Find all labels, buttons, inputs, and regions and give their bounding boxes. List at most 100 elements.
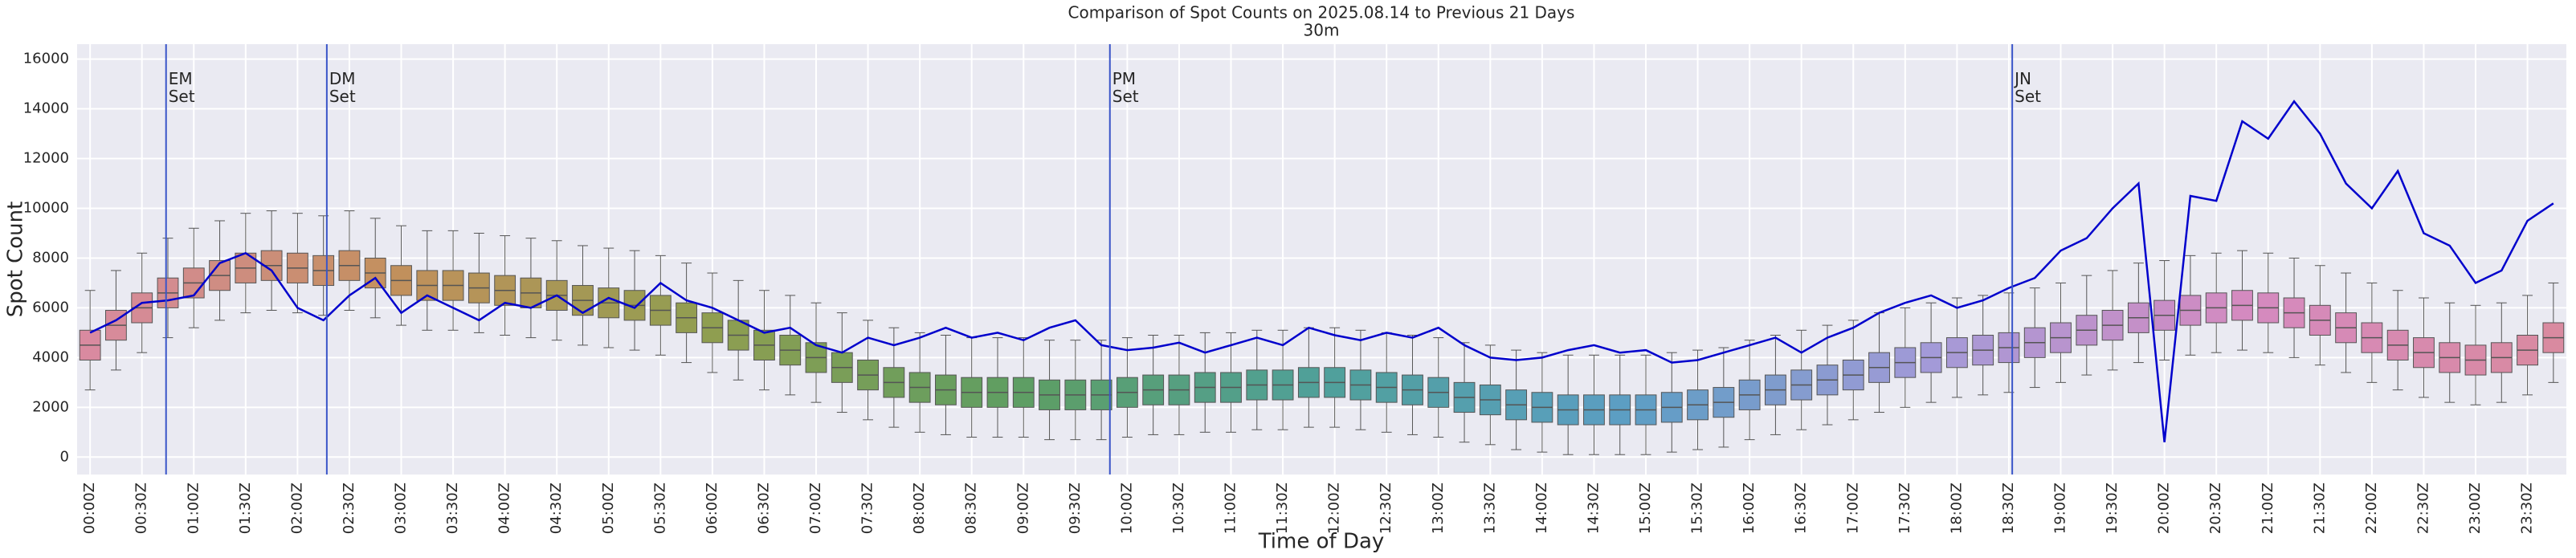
x-tick-label: 13:00Z: [1430, 483, 1447, 534]
box-group: [2309, 265, 2331, 366]
box-group: [2464, 304, 2487, 405]
box-group: [1064, 340, 1087, 441]
y-tick-label: 8000: [32, 249, 69, 266]
x-tick-label: 06:30Z: [755, 483, 772, 534]
box-group: [2127, 263, 2149, 364]
box-group: [2205, 252, 2227, 353]
x-tick-label: 21:30Z: [2311, 483, 2328, 534]
x-tick-label: 11:00Z: [1223, 483, 1239, 534]
box-group: [467, 232, 490, 333]
x-tick-label: 04:00Z: [496, 483, 513, 534]
box-group: [209, 220, 231, 321]
x-tick-label: 01:30Z: [237, 483, 254, 534]
x-tick-label: 18:30Z: [2000, 483, 2017, 534]
plot-background: [77, 44, 2566, 475]
x-tick-label: 01:00Z: [185, 483, 202, 534]
box-group: [1842, 320, 1864, 421]
box-group: [1713, 347, 1735, 448]
box-group: [1427, 337, 1450, 438]
y-tick-label: 2000: [32, 398, 69, 415]
box-group: [2231, 250, 2253, 351]
x-tick-label: 08:00Z: [911, 483, 928, 534]
x-tick-label: 17:00Z: [1844, 483, 1861, 534]
x-tick-label: 14:00Z: [1533, 483, 1550, 534]
box-group: [312, 215, 335, 316]
box-group: [2439, 302, 2461, 403]
box-group: [1039, 340, 1060, 441]
box-group: [79, 290, 101, 391]
box-group: [1324, 327, 1346, 428]
x-tick-label: 05:00Z: [600, 483, 617, 534]
box-group: [1894, 307, 1917, 408]
event-label: Set: [329, 87, 356, 106]
box-group: [1945, 297, 1968, 398]
box-group: [572, 245, 594, 346]
box-group: [1168, 334, 1190, 435]
x-tick-label: 23:00Z: [2467, 483, 2484, 534]
x-tick-label: 23:30Z: [2519, 483, 2536, 534]
box-group: [442, 230, 464, 331]
y-tick-label: 0: [60, 448, 69, 465]
box-group: [1583, 354, 1605, 455]
box-group: [2517, 295, 2538, 396]
x-tick-label: 18:00Z: [1948, 483, 1965, 534]
box-group: [1790, 329, 1813, 430]
x-tick-label: 03:30Z: [444, 483, 461, 534]
x-tick-label: 07:00Z: [807, 483, 824, 534]
box-group: [1998, 292, 2020, 393]
box-group: [2153, 260, 2176, 360]
box-group: [883, 327, 905, 428]
y-tick-label: 6000: [32, 299, 69, 316]
box-group: [235, 213, 257, 314]
box-group: [753, 290, 775, 391]
x-tick-label: 07:30Z: [859, 483, 876, 534]
x-tick-label: 16:00Z: [1741, 483, 1757, 534]
box-group: [908, 332, 931, 433]
event-label: EM: [169, 69, 193, 88]
box-group: [1402, 334, 1423, 435]
x-tick-label: 08:30Z: [963, 483, 980, 534]
box-group: [779, 295, 802, 396]
box-group: [1972, 295, 1994, 396]
y-tick-label: 12000: [23, 150, 69, 167]
box-group: [1272, 329, 1294, 430]
x-tick-label: 02:00Z: [288, 483, 305, 534]
box-group: [2076, 275, 2098, 376]
box-group: [1635, 354, 1657, 455]
y-tick-label: 10000: [23, 199, 69, 216]
box-group: [986, 337, 1009, 438]
box-group: [2335, 272, 2358, 373]
box-group: [1194, 332, 1216, 433]
event-label: DM: [329, 69, 356, 88]
x-tick-label: 12:30Z: [1378, 483, 1394, 534]
y-tick-label: 4000: [32, 348, 69, 365]
x-tick-label: 20:30Z: [2207, 483, 2224, 534]
box-group: [649, 255, 672, 356]
current-day-line: [89, 100, 2554, 442]
chart-title: Comparison of Spot Counts on 2025.08.14 …: [1068, 3, 1575, 22]
box-group: [701, 272, 724, 373]
box-group: [2361, 282, 2383, 383]
box-group: [961, 337, 983, 438]
box-group: [1297, 327, 1320, 428]
chart-subtitle: 30m: [1304, 21, 1340, 40]
box-group: [1479, 344, 1501, 446]
x-tick-label: 15:30Z: [1689, 483, 1706, 534]
x-tick-label: 00:30Z: [133, 483, 150, 534]
box-group: [676, 263, 698, 364]
box-group: [1557, 354, 1579, 455]
x-tick-label: 09:00Z: [1014, 483, 1031, 534]
x-tick-label: 17:30Z: [1896, 483, 1913, 534]
box-group: [1246, 329, 1268, 430]
x-tick-label: 05:30Z: [651, 483, 668, 534]
x-tick-label: 19:30Z: [2104, 483, 2121, 534]
box-group: [2023, 287, 2046, 389]
box-group: [2101, 270, 2124, 371]
x-tick-label: 22:00Z: [2363, 483, 2380, 534]
box-group: [1816, 324, 1839, 426]
box-group: [1349, 329, 1372, 430]
x-tick-label: 06:00Z: [704, 483, 721, 534]
box-group: [1868, 312, 1890, 413]
x-tick-label: 09:30Z: [1067, 483, 1084, 534]
